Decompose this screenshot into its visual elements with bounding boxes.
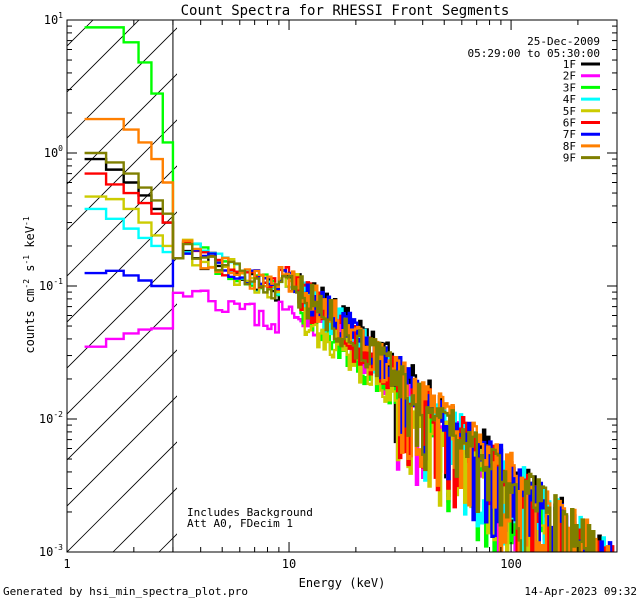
chart-title: Count Spectra for RHESSI Front Segments [181, 3, 510, 19]
hatch-line [67, 395, 177, 507]
y-tick-label: 101 [44, 11, 63, 27]
legend-label-6F: 6F [563, 117, 576, 130]
legend-label-3F: 3F [563, 81, 576, 94]
hatch-line [67, 165, 177, 277]
hatch-line [67, 27, 177, 139]
legend-label-9F: 9F [563, 152, 576, 165]
x-tick-label: 100 [500, 557, 522, 571]
annotation-attenuator: Att A0, FDecim 1 [187, 517, 293, 530]
y-tick-label: 10-2 [39, 410, 63, 426]
legend-label-5F: 5F [563, 105, 576, 118]
y-tick-label: 10-3 [39, 543, 63, 559]
legend-date: 25-Dec-2009 [527, 35, 600, 48]
attenuator-hatch-region [67, 20, 177, 552]
x-tick-label: 1 [63, 557, 70, 571]
annotation-background: Includes Background [187, 506, 313, 519]
y-tick-label: 10-1 [39, 277, 63, 293]
legend-time-range: 05:29:00 to 05:30:00 [468, 47, 600, 60]
x-axis-label: Energy (keV) [299, 576, 386, 590]
hatch-line [67, 349, 177, 461]
legend-label-2F: 2F [563, 70, 576, 83]
legend: 25-Dec-2009 05:29:00 to 05:30:00 1F2F3F4… [468, 35, 600, 165]
x-tick-label: 10 [282, 557, 296, 571]
legend-label-1F: 1F [563, 58, 576, 71]
legend-label-4F: 4F [563, 93, 576, 106]
series-layer [84, 26, 615, 552]
axis-ticks: 1 10 100 101 100 10-1 10-2 10-3 [39, 11, 618, 571]
legend-label-7F: 7F [563, 128, 576, 141]
hatch-line [67, 441, 177, 552]
hatch-line [67, 20, 140, 93]
footer-generated-by: Generated by hsi_min_spectra_plot.pro [3, 585, 248, 598]
footer-timestamp: 14-Apr-2023 09:32 [524, 585, 637, 598]
legend-label-8F: 8F [563, 140, 576, 153]
hatch-line [67, 211, 177, 323]
y-axis-label: counts cm-2 s-1 keV-1 [22, 216, 37, 353]
y-tick-label: 100 [44, 144, 63, 160]
series-line-9F [84, 151, 596, 552]
series-line-8F [84, 117, 611, 552]
